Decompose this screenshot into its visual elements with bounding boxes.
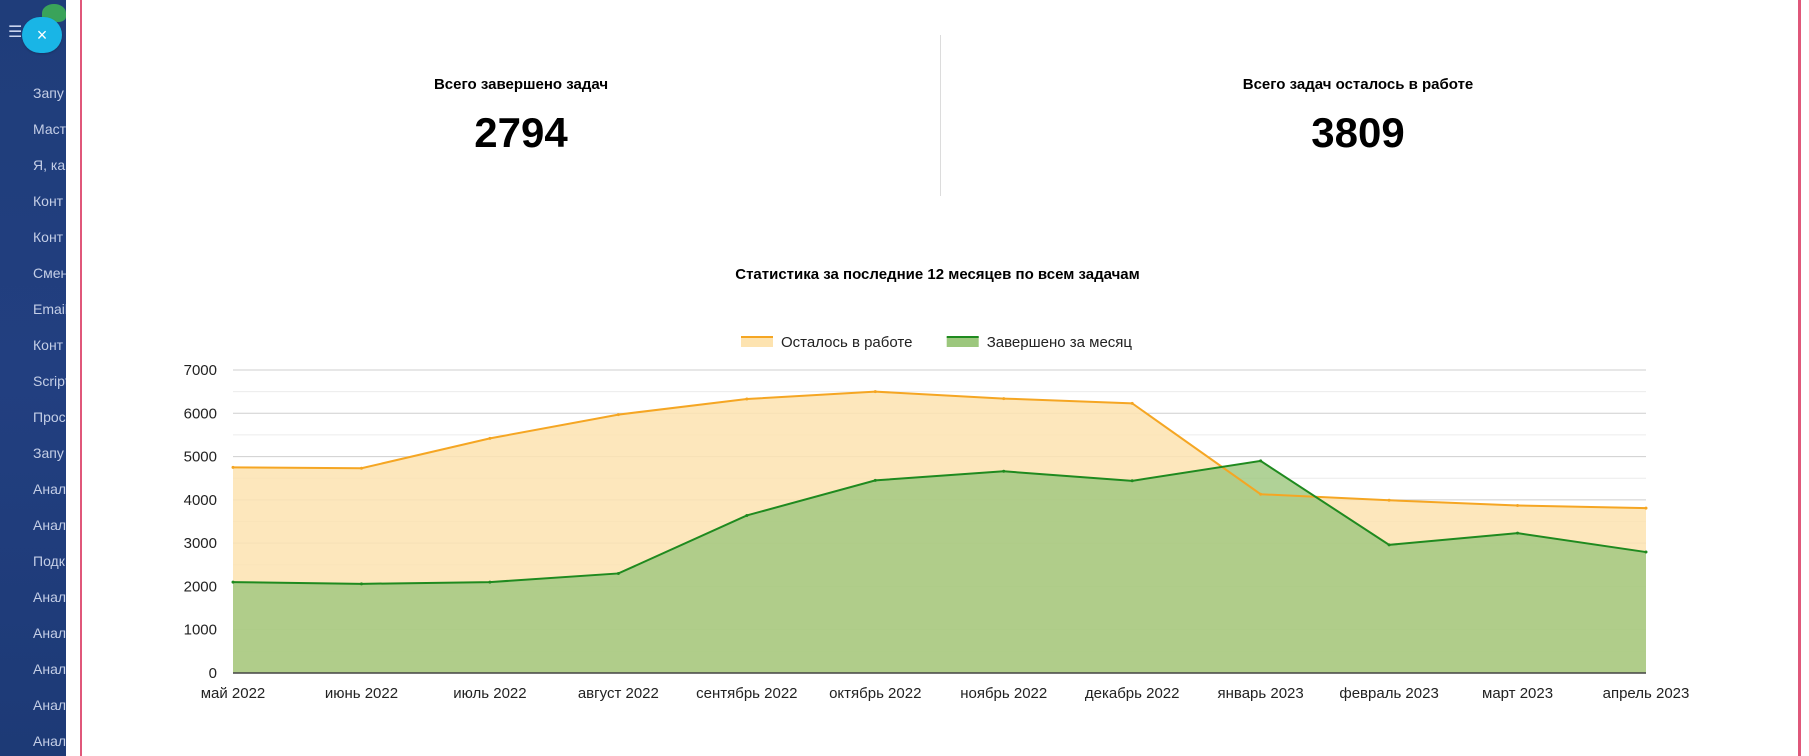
data-point — [231, 465, 235, 469]
data-point — [1259, 459, 1263, 463]
remaining-label: Всего задач осталось в работе — [1242, 76, 1474, 93]
sidebar-item[interactable]: Я, ка — [33, 157, 66, 173]
data-point — [1130, 401, 1134, 405]
legend-label: Осталось в работе — [781, 334, 912, 351]
sidebar-item[interactable]: Анал — [33, 625, 66, 641]
sidebar-item[interactable]: Подк — [33, 553, 65, 569]
data-point — [1644, 506, 1648, 510]
sidebar-item[interactable]: Запу — [33, 85, 64, 101]
data-point — [488, 436, 492, 440]
chart-title: Статистика за последние 12 месяцев по вс… — [735, 266, 1140, 283]
sidebar-item[interactable]: Маст — [33, 121, 66, 137]
menu-icon[interactable]: ☰ — [8, 24, 23, 41]
data-point — [1259, 492, 1263, 496]
sidebar-item[interactable]: Script — [33, 373, 66, 389]
data-point — [1644, 550, 1648, 554]
data-point — [231, 580, 235, 584]
x-tick-label: декабрь 2022 — [1085, 685, 1180, 702]
sidebar-item[interactable]: Прос — [33, 409, 66, 425]
series-line — [232, 390, 1647, 510]
data-point — [488, 580, 492, 584]
data-point — [745, 513, 749, 517]
legend-swatch — [741, 337, 773, 347]
data-point — [1387, 498, 1391, 502]
remaining-stat: Всего задач осталось в работе 3809 — [1058, 76, 1658, 157]
close-button[interactable]: × — [22, 17, 62, 53]
sidebar-item[interactable]: Смен — [33, 265, 66, 281]
sidebar-item[interactable]: Конт — [33, 229, 64, 245]
y-tick-label: 6000 — [184, 405, 217, 422]
completed-label: Всего завершено задач — [433, 76, 609, 93]
sidebar: ☰ Запу Маст Я, ка Конт Конт Смен Email Конт Scri… — [0, 0, 66, 756]
sidebar-item[interactable]: Анал — [33, 697, 66, 713]
legend-swatch — [946, 337, 979, 347]
data-point — [873, 390, 877, 394]
series-line — [232, 459, 1647, 585]
sidebar-item[interactable]: Конт — [33, 193, 64, 209]
x-tick-label: февраль 2023 — [1339, 685, 1438, 702]
statistics-panel: Всего завершено задач 2794 Всего задач о… — [66, 0, 1809, 756]
panel-left-border — [80, 0, 82, 756]
x-tick-label: апрель 2023 — [1603, 685, 1690, 702]
area-chart: 0 1000 2000 3000 4000 5000 6000 7000 май 2022 июн… — [184, 334, 1690, 702]
data-point — [1130, 479, 1134, 483]
y-tick-label: 0 — [209, 665, 217, 682]
sidebar-item[interactable]: Анал — [33, 481, 66, 497]
data-point — [359, 466, 363, 470]
y-tick-label: 2000 — [184, 578, 217, 595]
x-tick-label: март 2023 — [1482, 685, 1553, 702]
sidebar-item[interactable]: Конт — [33, 337, 64, 353]
series-area — [233, 460, 1646, 673]
sidebar-item[interactable]: Email — [33, 301, 66, 317]
sidebar-item[interactable]: Анал — [33, 589, 66, 605]
x-tick-label: январь 2023 — [1218, 685, 1304, 702]
data-point — [1002, 397, 1006, 401]
x-tick-label: июль 2022 — [453, 685, 526, 702]
sidebar-item[interactable]: Анал — [33, 661, 66, 677]
close-icon: × — [36, 24, 48, 45]
sidebar-item[interactable]: Анал — [33, 517, 66, 533]
stats-divider — [940, 35, 941, 196]
remaining-value: 3809 — [1311, 109, 1405, 156]
legend-label: Завершено за месяц — [987, 334, 1133, 351]
data-point — [616, 413, 620, 417]
sidebar-nav: Запу Маст Я, ка Конт Конт Смен Email Конт Script… — [33, 84, 66, 756]
x-tick-label: июнь 2022 — [325, 685, 398, 702]
data-point — [1516, 503, 1520, 507]
x-tick-label: октябрь 2022 — [829, 685, 921, 702]
y-tick-label: 1000 — [184, 622, 217, 639]
data-point — [873, 478, 877, 482]
completed-stat: Всего завершено задач 2794 — [221, 76, 821, 157]
completed-value: 2794 — [474, 109, 568, 156]
data-point — [745, 397, 749, 401]
data-point — [1002, 469, 1006, 473]
sidebar-item[interactable]: Запу — [33, 445, 64, 461]
x-tick-label: сентябрь 2022 — [696, 685, 797, 702]
data-point — [359, 582, 363, 586]
data-point — [1387, 543, 1391, 547]
y-tick-label: 5000 — [184, 449, 217, 466]
y-tick-label: 7000 — [184, 362, 217, 379]
panel-right-border — [1798, 0, 1801, 756]
y-tick-label: 4000 — [184, 492, 217, 509]
data-point — [1516, 531, 1520, 535]
x-tick-label: ноябрь 2022 — [960, 685, 1047, 702]
x-tick-label: август 2022 — [578, 685, 659, 702]
sidebar-item[interactable]: Анал — [33, 733, 66, 749]
data-point — [616, 571, 620, 575]
x-tick-label: май 2022 — [201, 685, 266, 702]
y-tick-label: 3000 — [184, 535, 217, 552]
